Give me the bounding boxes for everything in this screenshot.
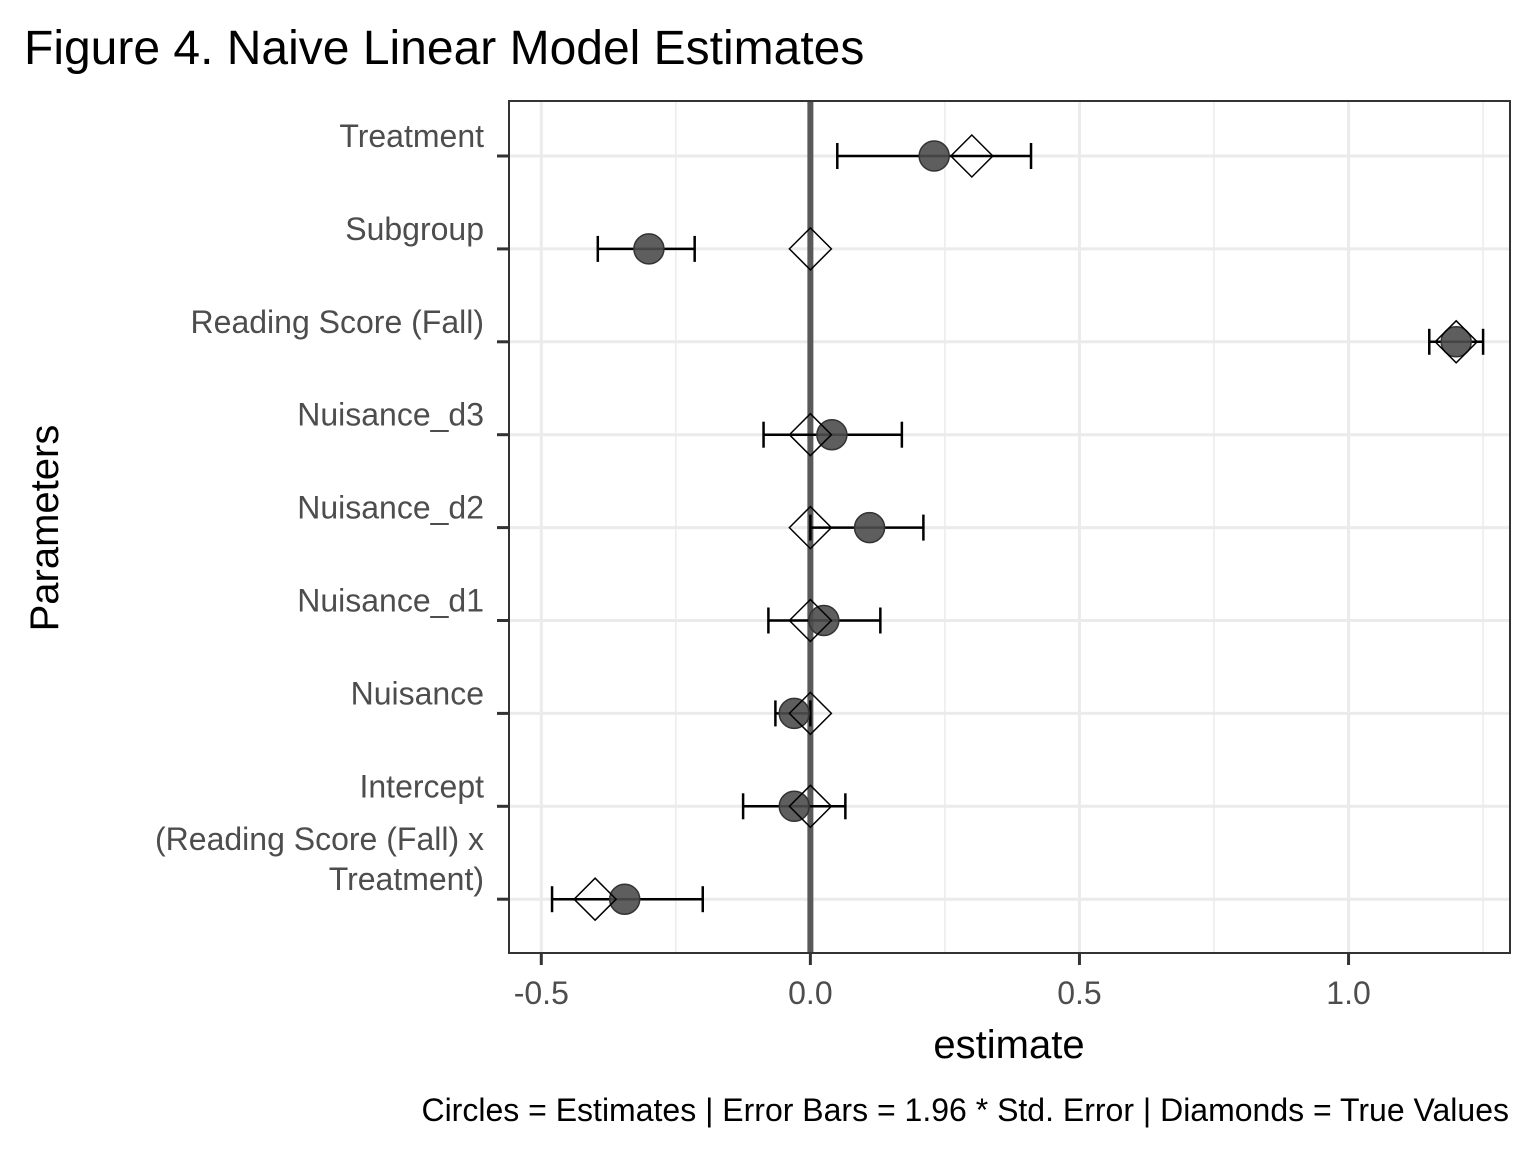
plot-area: Treatment Subgroup Reading Score (Fall) Nui… xyxy=(155,100,1511,1011)
true-value-diamond xyxy=(788,505,833,550)
y-tick-label: Reading Score (Fall) xyxy=(191,304,484,340)
estimate-point xyxy=(778,790,810,823)
y-tick-label: Nuisance xyxy=(351,675,484,711)
estimate-point xyxy=(633,233,665,265)
true-value-diamond xyxy=(788,412,833,457)
true-value-diamond xyxy=(788,784,833,829)
x-tick-label: -0.5 xyxy=(514,975,569,1011)
true-value-diamond xyxy=(788,598,833,643)
estimate-point xyxy=(608,883,641,915)
y-tick-label: Nuisance_d1 xyxy=(297,583,484,619)
y-tick-label: Nuisance_d2 xyxy=(297,490,484,526)
y-axis-title: Parameters xyxy=(23,425,67,632)
estimate-point xyxy=(853,511,886,544)
estimate-point xyxy=(918,140,950,172)
y-tick-label: Intercept xyxy=(359,768,484,804)
chart-caption: Circles = Estimates | Error Bars = 1.96 … xyxy=(421,1092,1509,1128)
y-tick-label: (Reading Score (Fall) x xyxy=(155,821,484,857)
x-tick-label: 0.0 xyxy=(788,975,832,1011)
x-axis-title: estimate xyxy=(933,1023,1084,1067)
x-tick-label: 0.5 xyxy=(1057,975,1101,1011)
estimate-point xyxy=(1440,326,1472,358)
true-value-diamond xyxy=(949,133,994,179)
y-tick-label: Treatment xyxy=(339,118,484,154)
true-value-diamond xyxy=(1434,319,1479,364)
y-tick-label: Subgroup xyxy=(345,211,484,247)
chart-title: Figure 4. Naive Linear Model Estimates xyxy=(24,22,864,75)
estimate-point xyxy=(778,697,810,730)
true-value-diamond xyxy=(788,691,833,736)
estimate-point xyxy=(808,604,840,637)
true-value-diamond xyxy=(788,226,833,271)
y-tick-label: Treatment) xyxy=(329,861,484,897)
x-tick-label: 1.0 xyxy=(1326,975,1370,1011)
true-value-diamond xyxy=(573,877,618,922)
y-tick-label: Nuisance_d3 xyxy=(297,397,484,433)
